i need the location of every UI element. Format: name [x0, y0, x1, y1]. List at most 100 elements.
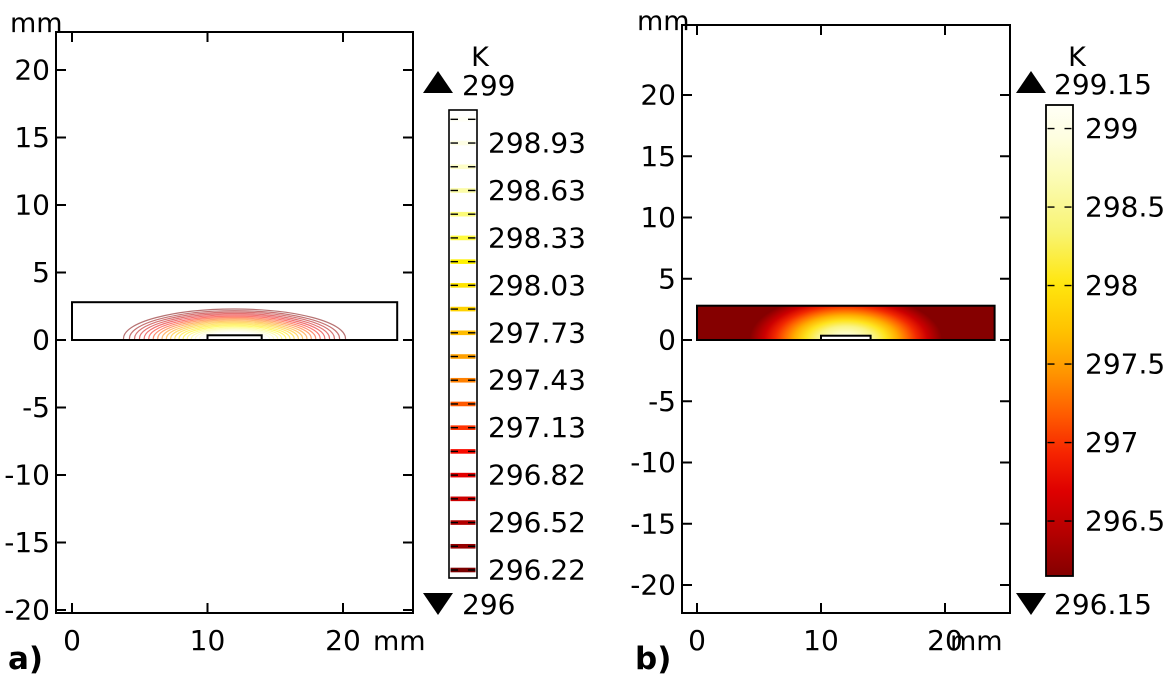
- panel-b-y-unit: mm: [637, 6, 690, 37]
- hotspot-gradient: [749, 306, 942, 340]
- colorbar-stripe: [450, 235, 476, 241]
- panel-a-colorbar-label: 298.33: [488, 221, 586, 254]
- colorbar-max-arrow-icon: [1016, 71, 1046, 93]
- panel-a-colorbar-max: 299: [462, 69, 516, 102]
- colorbar-min-arrow-icon: [423, 593, 453, 615]
- panel-a-chip-outline: [206, 334, 263, 341]
- colorbar-stripe: [450, 259, 476, 264]
- colorbar-stripe: [450, 425, 476, 430]
- colorbar-stripe: [450, 472, 476, 478]
- contour-ring: [134, 311, 335, 339]
- panel-b-colorbar-label: 298.5: [1085, 191, 1165, 224]
- contour-ring: [202, 330, 267, 339]
- panel-a-colorbar-label: 296.52: [488, 506, 586, 539]
- panel-b-x-tick-label: 0: [688, 624, 706, 657]
- panel-b-y-tick-label: 5: [658, 262, 676, 295]
- panel-a-colorbar-label: 297.13: [488, 411, 586, 444]
- colorbar-stripe: [450, 449, 476, 454]
- colorbar-stripe: [450, 188, 476, 193]
- panel-a-contours: [122, 308, 347, 339]
- contour-ring: [148, 315, 321, 339]
- panel-b-chip-outline: [820, 334, 872, 341]
- panel-b-letter: b): [635, 641, 672, 677]
- panel-b-colorbar-label: 296.5: [1085, 505, 1165, 538]
- panel-a-frame: [55, 31, 414, 614]
- panel-b-x-tick-label: 10: [803, 624, 839, 657]
- contour-ring: [198, 329, 271, 339]
- panel-a-x-unit: mm: [373, 626, 426, 657]
- panel-a-colorbar-label: 297.43: [488, 364, 586, 397]
- colorbar-stripe: [450, 164, 476, 170]
- panel-a-colorbar-min: 296: [462, 588, 516, 621]
- panel-a-y-tick-label: -20: [4, 594, 50, 627]
- panel-b-x-tick-label: 20: [927, 624, 963, 657]
- panel-b-colorbar-label: 297.5: [1085, 348, 1165, 381]
- panel-b-colorbar-label: 299: [1085, 112, 1138, 145]
- contour-ring: [174, 322, 295, 339]
- panel-a-colorbar-label: 298.63: [488, 174, 586, 207]
- panel-a-colorbar: [448, 109, 478, 579]
- colorbar-stripe: [450, 543, 476, 549]
- contour-ring: [128, 310, 341, 339]
- contour-ring: [157, 318, 312, 339]
- contour-ring: [194, 328, 275, 339]
- colorbar-min-arrow-icon: [1016, 593, 1046, 615]
- panel-b-colorbar: [1045, 104, 1074, 577]
- colorbar-stripe: [450, 330, 476, 336]
- panel-a-colorbar-label: 296.82: [488, 459, 586, 492]
- panel-b-y-tick-label: -5: [648, 385, 676, 418]
- panel-a-colorbar-label: 298.03: [488, 269, 586, 302]
- panel-b-frame: [681, 24, 1011, 614]
- panel-b-x-unit: mm: [950, 626, 1003, 657]
- colorbar-stripe: [450, 140, 476, 146]
- panel-a-y-unit: mm: [10, 8, 63, 39]
- panel-b-colorbar-unit: K: [1068, 42, 1086, 73]
- panel-a-y-tick-label: 15: [14, 121, 50, 154]
- panel-a-y-tick-label: 5: [32, 256, 50, 289]
- panel-a-x-tick-label: 10: [190, 624, 226, 657]
- colorbar-max-arrow-icon: [423, 71, 453, 93]
- contour-ring: [152, 316, 317, 339]
- colorbar-stripe: [450, 377, 476, 383]
- panel-a-y-tick-label: 20: [14, 54, 50, 87]
- colorbar-stripe: [450, 306, 476, 312]
- colorbar-stripe: [450, 283, 476, 288]
- panel-a-y-tick-label: 0: [32, 324, 50, 357]
- colorbar-stripe: [450, 401, 476, 407]
- panel-a-colorbar-label: 298.93: [488, 127, 586, 160]
- colorbar-stripe: [450, 211, 476, 217]
- colorbar-stripe: [450, 520, 476, 525]
- panel-a-colorbar-label: 297.73: [488, 316, 586, 349]
- panel-b-colorbar-min: 296.15: [1054, 588, 1152, 621]
- contour-ring: [178, 324, 291, 339]
- panel-a-colorbar-unit: K: [471, 42, 489, 73]
- panel-a-x-tick-label: 0: [63, 624, 81, 657]
- panel-b-y-tick-label: 15: [640, 140, 676, 173]
- colorbar-stripe: [450, 496, 476, 502]
- panel-b-colorbar-label: 298: [1085, 269, 1138, 302]
- panel-a-x-tick-label: 20: [325, 624, 361, 657]
- contour-ring: [182, 325, 287, 339]
- contour-ring: [190, 327, 279, 339]
- panel-b-y-tick-label: -20: [630, 569, 676, 602]
- panel-b-y-tick-label: -10: [630, 446, 676, 479]
- colorbar-stripe: [450, 567, 476, 573]
- contour-ring: [143, 314, 326, 339]
- panel-b-hotspot: [749, 306, 942, 340]
- panel-b-colorbar-max: 299.15: [1054, 68, 1152, 101]
- panel-a-y-tick-label: 10: [14, 189, 50, 222]
- panel-a-letter: a): [8, 641, 44, 677]
- contour-ring: [186, 326, 283, 339]
- panel-b-colorbar-label: 297: [1085, 426, 1138, 459]
- panel-b-y-tick-label: 0: [658, 324, 676, 357]
- panel-b-y-tick-label: 10: [640, 201, 676, 234]
- panel-a-y-tick-label: -5: [22, 391, 50, 424]
- panel-b-y-tick-label: -15: [630, 507, 676, 540]
- panel-a-y-tick-label: -10: [4, 459, 50, 492]
- contour-ring: [161, 319, 308, 339]
- contour-ring: [170, 321, 299, 339]
- panel-a-y-tick-label: -15: [4, 526, 50, 559]
- colorbar-stripe: [450, 117, 476, 122]
